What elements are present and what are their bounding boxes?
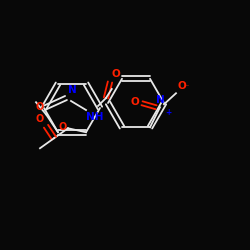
Text: N: N (156, 95, 164, 105)
Text: O: O (36, 114, 44, 124)
Text: NH: NH (86, 112, 104, 122)
Text: O: O (36, 102, 44, 112)
Text: O: O (59, 122, 67, 132)
Text: O: O (130, 97, 139, 107)
Text: +: + (165, 108, 171, 117)
Text: O: O (111, 69, 120, 79)
Text: ⁻: ⁻ (184, 82, 188, 91)
Text: O: O (177, 81, 186, 91)
Text: N: N (68, 85, 77, 95)
